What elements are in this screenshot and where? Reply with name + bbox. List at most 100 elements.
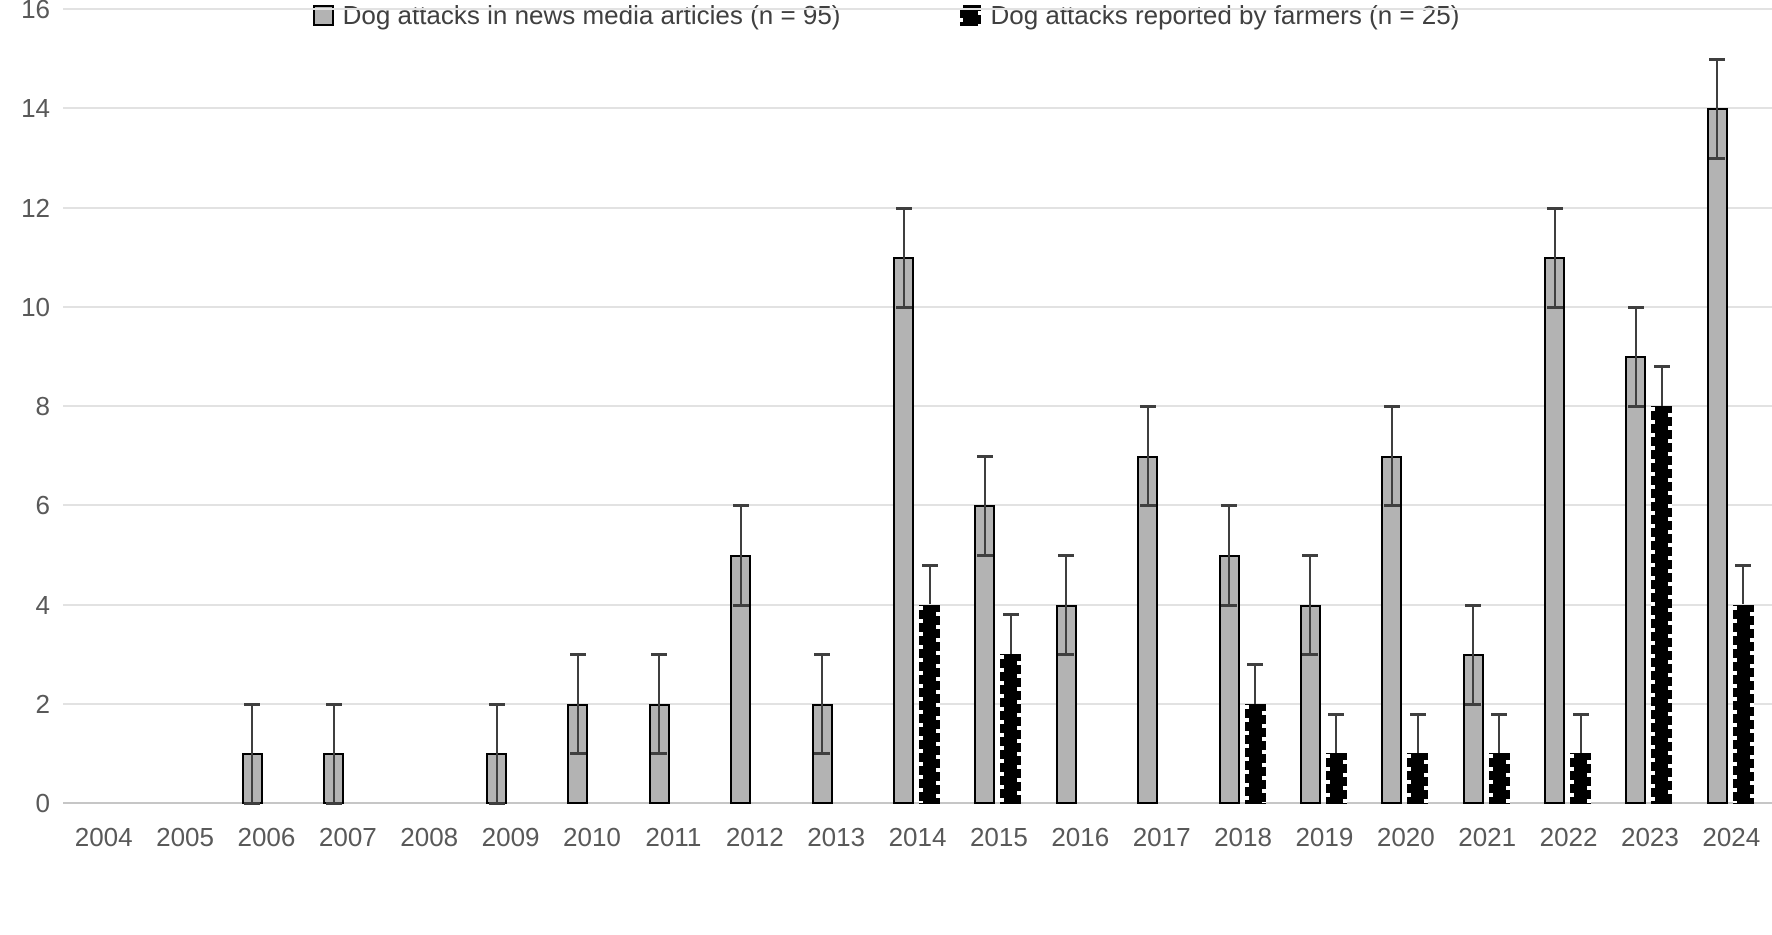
error-bar-cap-top-farmers-2014 <box>921 563 938 567</box>
bar-farmers-2014 <box>919 604 940 804</box>
error-bar-cap-top-farmers-2022 <box>1572 712 1589 716</box>
bar-farmers-2019 <box>1325 753 1347 804</box>
legend-swatch-farmers <box>959 5 983 26</box>
error-bar-stem-news-2016 <box>1065 554 1068 655</box>
y-axis-tick-6: 6 <box>35 490 50 521</box>
y-axis-tick-16: 16 <box>21 0 50 24</box>
error-bar-cap-top-farmers-2018 <box>1247 663 1264 667</box>
legend-swatch-news-media <box>312 5 334 26</box>
error-bar-cap-bottom-news-2009 <box>488 802 505 805</box>
error-bar-cap-top-farmers-2019 <box>1328 712 1345 716</box>
error-bar-cap-bottom-news-2014 <box>895 305 912 309</box>
error-bar-cap-top-news-2009 <box>488 702 505 706</box>
error-bar-cap-top-news-2017 <box>1139 405 1156 408</box>
x-axis-tick-2021: 2021 <box>1458 822 1517 852</box>
bar-news-2020 <box>1381 455 1403 804</box>
x-axis-tick-2013: 2013 <box>807 822 866 852</box>
error-bar-cap-top-news-2022 <box>1546 206 1563 210</box>
error-bar-cap-top-news-2021 <box>1465 603 1482 607</box>
legend-item-news-media: Dog attacks in news media articles (n = … <box>312 0 841 31</box>
x-axis-tick-2017: 2017 <box>1132 822 1191 852</box>
error-bar-cap-bottom-news-2011 <box>651 752 668 756</box>
gridline-y8 <box>63 405 1772 407</box>
error-bar-cap-top-news-2020 <box>1383 405 1400 408</box>
x-axis-tick-2020: 2020 <box>1376 822 1435 852</box>
error-bar-cap-top-farmers-2024 <box>1735 563 1752 567</box>
error-bar-stem-news-2017 <box>1146 406 1149 506</box>
error-bar-stem-farmers-2021 <box>1498 713 1501 754</box>
error-bar-cap-bottom-news-2013 <box>814 752 831 756</box>
error-bar-stem-farmers-2022 <box>1579 713 1582 754</box>
error-bar-stem-farmers-2023 <box>1660 366 1663 406</box>
error-bar-cap-top-news-2014 <box>895 206 912 210</box>
y-axis-tick-14: 14 <box>21 93 50 124</box>
error-bar-cap-bottom-news-2012 <box>732 603 749 607</box>
bar-news-2024 <box>1706 108 1728 804</box>
error-bar-cap-top-news-2023 <box>1627 305 1644 309</box>
error-bar-cap-top-news-2011 <box>651 653 668 657</box>
x-axis-tick-2024: 2024 <box>1702 822 1761 852</box>
error-bar-stem-farmers-2020 <box>1416 713 1419 754</box>
x-axis-tick-2014: 2014 <box>888 822 947 852</box>
error-bar-cap-bottom-news-2023 <box>1627 405 1644 408</box>
error-bar-stem-news-2006 <box>251 703 254 803</box>
x-axis-tick-2015: 2015 <box>969 822 1028 852</box>
x-axis-tick-2005: 2005 <box>156 822 214 852</box>
x-axis-tick-2018: 2018 <box>1214 822 1272 852</box>
error-bar-stem-news-2021 <box>1472 604 1475 704</box>
error-bar-stem-news-2009 <box>495 703 498 803</box>
error-bar-cap-bottom-news-2020 <box>1383 504 1400 508</box>
error-bar-cap-top-news-2010 <box>569 653 586 657</box>
error-bar-cap-bottom-news-2010 <box>569 752 586 756</box>
error-bar-cap-bottom-news-2016 <box>1058 653 1075 657</box>
bar-farmers-2015 <box>1000 654 1022 804</box>
error-bar-stem-news-2011 <box>658 654 661 754</box>
error-bar-stem-news-2020 <box>1390 406 1393 506</box>
error-bar-cap-top-farmers-2021 <box>1491 712 1508 716</box>
error-bar-cap-bottom-news-2006 <box>244 802 261 805</box>
x-axis-line <box>63 802 1772 804</box>
bar-farmers-2024 <box>1732 604 1754 804</box>
gridline-y6 <box>63 504 1772 507</box>
error-bar-cap-bottom-news-2022 <box>1546 305 1563 309</box>
error-bar-stem-farmers-2014 <box>928 564 931 605</box>
x-axis-tick-2006: 2006 <box>237 822 296 852</box>
error-bar-stem-farmers-2024 <box>1742 564 1745 605</box>
bar-farmers-2022 <box>1570 753 1592 804</box>
y-axis-tick-0: 0 <box>35 788 50 818</box>
bar-farmers-2023 <box>1651 406 1673 804</box>
bar-news-2014 <box>893 257 914 804</box>
error-bar-stem-news-2019 <box>1309 554 1312 655</box>
error-bar-stem-farmers-2018 <box>1254 664 1257 704</box>
error-bar-cap-top-news-2019 <box>1302 553 1319 557</box>
error-bar-cap-bottom-news-2017 <box>1139 504 1156 508</box>
error-bar-stem-news-2018 <box>1228 505 1231 605</box>
error-bar-cap-top-news-2013 <box>814 653 831 657</box>
x-axis-tick-2011: 2011 <box>645 822 702 852</box>
error-bar-cap-top-farmers-2020 <box>1409 712 1426 716</box>
error-bar-cap-bottom-news-2024 <box>1709 156 1726 160</box>
legend-label-news-media: Dog attacks in news media articles (n = … <box>342 0 841 30</box>
error-bar-cap-top-news-2024 <box>1709 57 1726 61</box>
error-bar-stem-news-2013 <box>821 654 824 754</box>
x-axis-tick-2008: 2008 <box>400 822 459 852</box>
error-bar-stem-farmers-2015 <box>1009 614 1012 655</box>
error-bar-cap-bottom-news-2007 <box>325 802 342 805</box>
y-axis-tick-8: 8 <box>35 391 50 421</box>
gridline-y4 <box>63 603 1772 606</box>
y-axis-tick-12: 12 <box>21 192 50 223</box>
error-bar-cap-bottom-news-2015 <box>976 553 993 557</box>
error-bar-cap-bottom-news-2019 <box>1302 653 1319 657</box>
chart-legend: Dog attacks in news media articles (n = … <box>0 0 1772 31</box>
error-bar-cap-bottom-news-2021 <box>1465 702 1482 706</box>
error-bar-stem-news-2022 <box>1553 207 1556 307</box>
gridline-y10 <box>63 305 1772 308</box>
x-axis-tick-2010: 2010 <box>563 822 621 852</box>
bar-farmers-2020 <box>1407 753 1429 804</box>
legend-item-farmers: Dog attacks reported by farmers (n = 25) <box>959 0 1459 31</box>
x-axis-tick-2023: 2023 <box>1621 822 1679 852</box>
bar-news-2017 <box>1137 455 1159 804</box>
error-bar-stem-news-2024 <box>1716 58 1719 158</box>
error-bar-stem-news-2014 <box>902 207 905 307</box>
x-axis-tick-2022: 2022 <box>1539 822 1598 852</box>
